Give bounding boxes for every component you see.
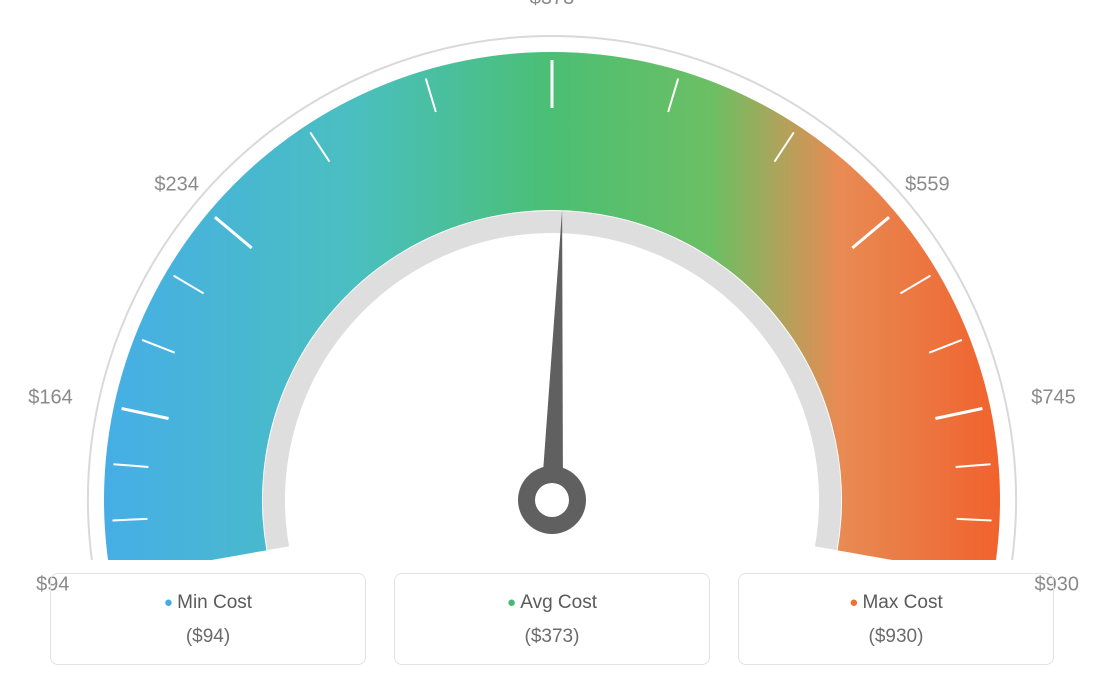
gauge-svg bbox=[0, 0, 1104, 560]
legend-avg-value: ($373) bbox=[405, 626, 699, 648]
gauge-tick-label: $559 bbox=[905, 174, 950, 197]
gauge-area: $94$164$234$373$559$745$930 bbox=[0, 0, 1104, 560]
legend-max-label: Max Cost bbox=[749, 592, 1043, 614]
cost-gauge-chart: $94$164$234$373$559$745$930 Min Cost ($9… bbox=[0, 0, 1104, 690]
gauge-tick-label: $234 bbox=[154, 174, 199, 197]
legend-card-avg: Avg Cost ($373) bbox=[394, 573, 710, 665]
legend-max-value: ($930) bbox=[749, 626, 1043, 648]
legend-min-value: ($94) bbox=[61, 626, 355, 648]
gauge-tick-label: $373 bbox=[530, 0, 575, 10]
legend-min-label: Min Cost bbox=[61, 592, 355, 614]
legend-avg-label: Avg Cost bbox=[405, 592, 699, 614]
gauge-tick-label: $164 bbox=[28, 387, 73, 410]
legend-row: Min Cost ($94) Avg Cost ($373) Max Cost … bbox=[50, 573, 1054, 665]
gauge-tick-label: $745 bbox=[1031, 387, 1076, 410]
legend-card-max: Max Cost ($930) bbox=[738, 573, 1054, 665]
legend-card-min: Min Cost ($94) bbox=[50, 573, 366, 665]
